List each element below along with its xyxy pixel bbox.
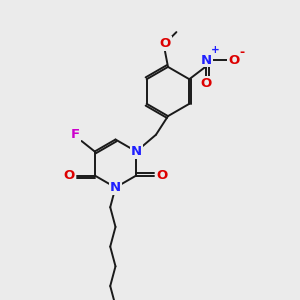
Text: O: O xyxy=(201,76,212,90)
Text: N: N xyxy=(110,181,121,194)
Text: N: N xyxy=(201,53,212,67)
Text: N: N xyxy=(131,145,142,158)
Text: O: O xyxy=(228,53,240,67)
Text: -: - xyxy=(240,46,245,59)
Text: O: O xyxy=(156,169,167,182)
Text: O: O xyxy=(64,169,75,182)
Text: +: + xyxy=(211,45,220,55)
Text: F: F xyxy=(71,128,80,141)
Text: O: O xyxy=(159,37,171,50)
